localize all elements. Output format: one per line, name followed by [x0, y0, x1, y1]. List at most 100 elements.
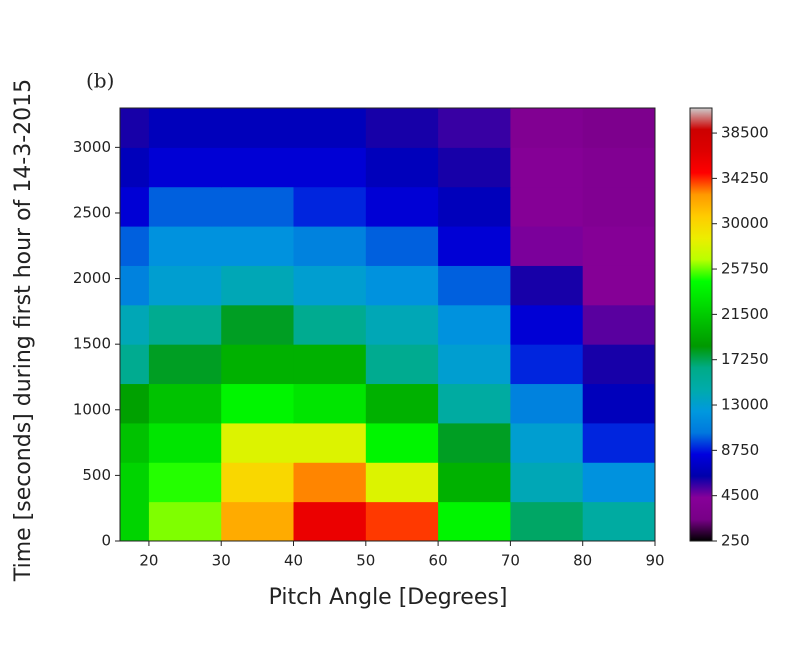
heatmap-cell [293, 304, 367, 345]
plot-frame [119, 107, 656, 542]
heatmap-cell [221, 108, 295, 148]
heatmap-cell [438, 186, 511, 227]
x-axis-label: Pitch Angle [Degrees] [269, 585, 508, 610]
x-tick-label: 60 [429, 552, 448, 570]
x-tick-label: 50 [356, 552, 375, 570]
heatmap-cell [582, 147, 656, 188]
heatmap-cell [510, 422, 584, 463]
heatmap-cell [582, 226, 656, 266]
x-tick-label: 90 [645, 552, 664, 570]
heatmap-cell [148, 186, 222, 227]
heatmap-cell [293, 186, 367, 227]
heatmap-cell [221, 265, 295, 306]
heatmap-cell [120, 462, 150, 503]
heatmap-cell [365, 344, 439, 385]
y-tick-label: 1000 [73, 400, 111, 418]
colorbar-tick-label: 25750 [721, 260, 769, 278]
heatmap-cell [293, 147, 367, 188]
heatmap-cell [582, 501, 656, 542]
heatmap-cell [293, 344, 367, 385]
y-tick-label: 0 [101, 532, 111, 550]
heatmap-cell [510, 265, 584, 306]
heatmap-cell [293, 383, 367, 424]
heatmap-cell [221, 462, 295, 503]
heatmap-cell [438, 501, 511, 542]
heatmap-cell [221, 501, 295, 542]
colorbar-tick-label: 30000 [721, 214, 769, 232]
colorbar [689, 107, 713, 542]
heatmap-cell [438, 383, 511, 424]
heatmap-cell [582, 344, 656, 385]
colorbar-tick-label: 250 [721, 532, 750, 550]
heatmap-cell [582, 422, 656, 463]
heatmap-cell [221, 186, 295, 227]
heatmap-cell [510, 344, 584, 385]
heatmap-cell [120, 422, 150, 463]
heatmap-cell [582, 108, 656, 148]
heatmap-cell [510, 108, 584, 148]
x-tick-label: 80 [573, 552, 592, 570]
y-tick-label: 500 [82, 466, 111, 484]
heatmap-cell [438, 265, 511, 306]
heatmap-cell [365, 383, 439, 424]
heatmap-cell [365, 462, 439, 503]
colorbar-tick-label: 34250 [721, 169, 769, 187]
y-tick-label: 1500 [73, 335, 111, 353]
y-tick-label: 2500 [73, 203, 111, 221]
heatmap-cell [510, 304, 584, 345]
heatmap-cell [510, 147, 584, 188]
heatmap-cell [365, 265, 439, 306]
x-tick-label: 30 [212, 552, 231, 570]
heatmap-cell [365, 186, 439, 227]
heatmap-cell [365, 422, 439, 463]
heatmap-cell [148, 304, 222, 345]
colorbar-tick-label: 38500 [721, 124, 769, 142]
colorbar-tick-label: 4500 [721, 486, 759, 504]
chart-title: (b) [86, 69, 114, 93]
heatmap-cell [120, 147, 150, 188]
heatmap-cell [221, 304, 295, 345]
heatmap-cell [365, 147, 439, 188]
x-tick-label: 20 [139, 552, 158, 570]
heatmap-cell [510, 383, 584, 424]
heatmap-cell [221, 422, 295, 463]
heatmap-cell [293, 501, 367, 542]
heatmap-cell [293, 422, 367, 463]
heatmap-cell [438, 108, 511, 148]
heatmap-cell [438, 462, 511, 503]
heatmap-cell [293, 462, 367, 503]
colorbar-tick-label: 17250 [721, 350, 769, 368]
heatmap-cell [510, 501, 584, 542]
heatmap-cell [148, 462, 222, 503]
heatmap-cell [438, 344, 511, 385]
heatmap-cell [582, 265, 656, 306]
heatmap-cell [510, 186, 584, 227]
heatmap-cell [148, 108, 222, 148]
heatmap-cell [438, 422, 511, 463]
heatmap-cell [221, 344, 295, 385]
heatmap-cell [148, 265, 222, 306]
heatmap-cell [221, 226, 295, 266]
heatmap-cell [293, 226, 367, 266]
heatmap-cell [293, 108, 367, 148]
heatmap-cell [221, 147, 295, 188]
heatmap-cell [510, 462, 584, 503]
heatmap-cell [120, 265, 150, 306]
heatmap-cell [582, 383, 656, 424]
colorbar-tick-label: 21500 [721, 305, 769, 323]
heatmap-cell [365, 304, 439, 345]
colorbar-tick-label: 13000 [721, 396, 769, 414]
heatmap-cell [221, 383, 295, 424]
y-tick-label: 2000 [73, 269, 111, 287]
heatmap-cell [582, 304, 656, 345]
heatmap-cell [438, 226, 511, 266]
heatmap-cell [120, 304, 150, 345]
heatmap-cell [438, 304, 511, 345]
heatmap-cell [120, 226, 150, 266]
heatmap-cell [120, 108, 150, 148]
heatmap-cell [582, 186, 656, 227]
colorbar-tick-label: 8750 [721, 441, 759, 459]
heatmap-cell [148, 226, 222, 266]
heatmap-cell [365, 108, 439, 148]
